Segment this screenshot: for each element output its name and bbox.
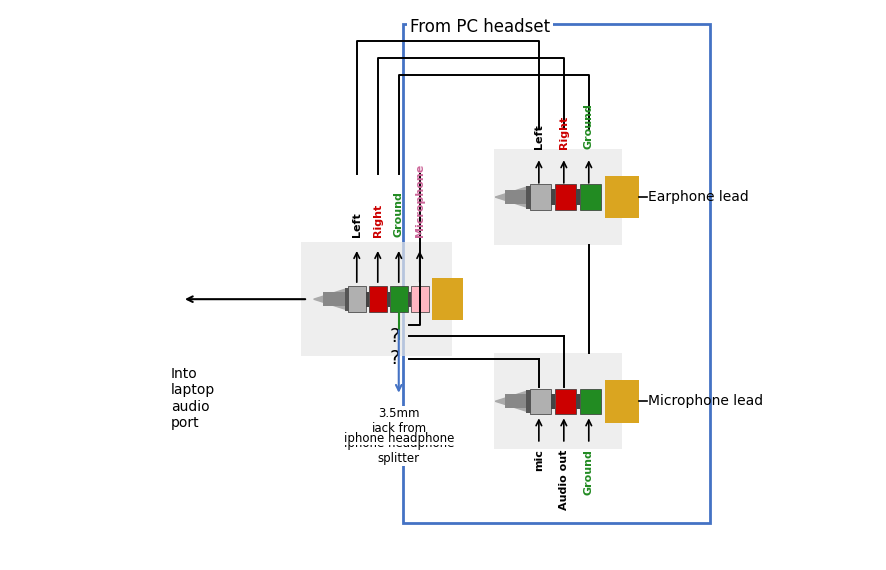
Polygon shape [495,392,526,411]
Text: ?: ? [390,349,400,368]
Bar [530,184,551,210]
Text: Ground: Ground [584,450,594,495]
Bar [576,189,579,205]
Bar [323,292,345,306]
Text: ?: ? [390,327,400,345]
Bar [526,186,532,209]
Text: Right: Right [559,116,569,149]
Bar [551,189,555,205]
Text: From PC headset: From PC headset [410,18,550,36]
Bar [604,176,639,218]
Bar [403,24,710,523]
Bar [579,389,602,414]
Text: Right: Right [373,203,383,237]
Bar [301,242,452,356]
Text: Ground: Ground [584,103,594,149]
Bar [555,184,576,210]
Bar [345,291,347,307]
Bar [369,286,387,312]
Polygon shape [495,187,526,207]
Text: mic: mic [534,450,544,471]
Bar [494,149,622,245]
Bar [530,389,551,414]
Bar [431,278,462,320]
Bar [347,286,366,312]
Bar [366,291,369,307]
Text: Left: Left [534,124,544,149]
Bar [555,389,576,414]
Bar [551,394,555,409]
Text: Microphone lead: Microphone lead [649,394,764,408]
Text: Into
laptop
audio
port: Into laptop audio port [171,367,215,430]
Bar [408,291,411,307]
Text: Left: Left [352,212,361,237]
Polygon shape [314,289,345,309]
Text: Audio out: Audio out [559,450,569,510]
Bar [494,353,622,450]
Bar [579,184,602,210]
Text: Earphone lead: Earphone lead [649,190,749,204]
Text: iphone headphone: iphone headphone [344,433,454,446]
Text: Ground: Ground [393,191,404,237]
Bar [345,288,349,311]
Bar [604,380,639,422]
Bar [411,286,429,312]
Bar [576,394,579,409]
Bar [504,394,526,408]
Bar [387,291,390,307]
Bar [504,190,526,204]
Bar [526,390,532,413]
Text: Microphone: Microphone [415,164,424,237]
Text: 3.5mm
jack from
iphone headphone
splitter: 3.5mm jack from iphone headphone splitte… [344,407,454,465]
Bar [390,286,408,312]
